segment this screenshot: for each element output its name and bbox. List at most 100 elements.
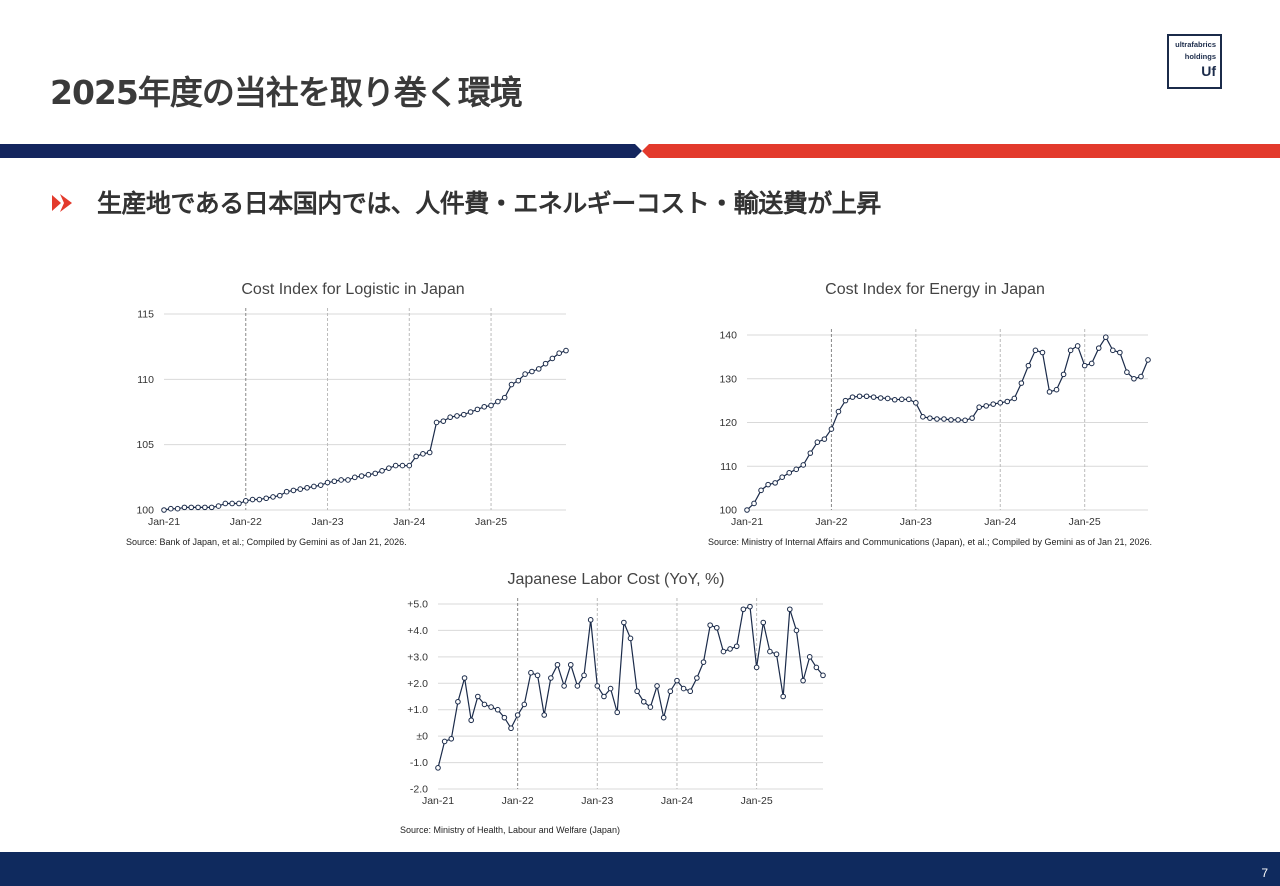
data-point — [202, 504, 208, 511]
data-point — [948, 417, 954, 423]
data-point — [1131, 375, 1137, 382]
data-point — [733, 643, 740, 650]
y-tick-label: 105 — [136, 439, 154, 451]
data-point — [440, 418, 447, 424]
bullet-arrow-icon — [52, 194, 72, 212]
data-point — [426, 449, 433, 456]
footer-bar: 7 — [0, 852, 1280, 886]
data-point — [1011, 395, 1018, 402]
chart-logistics-svg: Cost Index for Logistic in Japan 100 105 11… — [136, 281, 569, 528]
data-point — [751, 500, 757, 507]
data-point — [713, 624, 720, 631]
data-point — [587, 617, 594, 623]
page-number: 7 — [1261, 866, 1268, 880]
data-point — [468, 717, 474, 724]
data-point — [229, 500, 235, 507]
source-energy: Source: Ministry of Internal Affairs and… — [708, 537, 1153, 547]
data-point — [529, 368, 535, 375]
data-point — [891, 396, 898, 403]
data-point — [607, 685, 614, 692]
data-point — [435, 765, 441, 771]
data-point — [535, 366, 542, 372]
data-point — [168, 505, 174, 512]
data-point — [856, 393, 863, 400]
data-point — [501, 714, 508, 721]
data-point — [793, 466, 800, 473]
data-point — [1124, 369, 1130, 375]
data-point — [270, 494, 276, 500]
y-tick-label: +1.0 — [407, 704, 428, 716]
data-point — [1138, 373, 1144, 380]
chart-labor-svg: Japanese Labor Cost (YoY, %) -2.0 -1.0 ±0 +1… — [407, 571, 826, 807]
data-point — [627, 635, 634, 642]
logo-line-2: holdings — [1184, 52, 1216, 61]
data-point — [983, 403, 989, 409]
data-point — [345, 477, 351, 483]
data-point — [188, 504, 195, 511]
data-point — [488, 402, 494, 409]
data-point — [786, 470, 793, 476]
chart-title: Japanese Labor Cost (YoY, %) — [507, 571, 724, 588]
series-line — [163, 350, 567, 511]
data-point — [379, 468, 385, 474]
data-point — [528, 669, 534, 676]
data-point — [236, 500, 242, 507]
data-point — [962, 417, 968, 424]
data-point — [581, 672, 587, 679]
data-point — [474, 406, 481, 413]
data-point — [927, 415, 933, 421]
data-point — [720, 648, 727, 655]
data-point — [747, 603, 753, 610]
data-point — [283, 488, 290, 495]
page-title: 2025年度の当社を取り巻く環境 — [50, 73, 523, 112]
x-tick-label: Jan-24 — [393, 516, 425, 528]
data-point — [760, 619, 767, 626]
data-point — [263, 495, 270, 502]
source-logistics: Source: Bank of Japan, et al.; Compiled … — [126, 537, 407, 547]
data-point — [800, 677, 806, 684]
logo-line-1: ultrafabrics — [1175, 40, 1216, 49]
data-point — [787, 606, 793, 613]
data-point — [256, 496, 263, 503]
chart-labor: Japanese Labor Cost (YoY, %) -2.0 -1.0 ±0 +1… — [390, 566, 830, 811]
data-point — [694, 675, 700, 681]
data-point — [455, 698, 461, 705]
y-tick-label: +5.0 — [407, 599, 428, 611]
data-point — [1081, 362, 1088, 369]
x-tick-label: Jan-23 — [311, 516, 343, 528]
data-point — [601, 693, 607, 700]
data-point — [195, 504, 201, 511]
data-point — [1032, 347, 1039, 354]
data-point — [501, 394, 508, 401]
data-point — [758, 487, 764, 494]
x-tick-label: Jan-24 — [661, 795, 693, 807]
data-point — [1060, 371, 1067, 378]
data-point — [814, 439, 821, 445]
data-point — [773, 651, 780, 658]
series-line — [746, 336, 1149, 511]
data-point — [475, 693, 481, 700]
data-point — [634, 688, 640, 695]
data-point — [1067, 347, 1074, 354]
data-point — [767, 648, 773, 655]
data-point — [574, 683, 581, 689]
data-point — [828, 426, 835, 432]
data-point — [1145, 357, 1151, 363]
data-point — [174, 505, 181, 512]
chart-logistics: Cost Index for Logistic in Japan 100 105 11… — [120, 274, 590, 536]
x-tick-label: Jan-21 — [422, 795, 454, 807]
data-point — [481, 701, 488, 708]
data-point — [399, 462, 406, 469]
data-point — [913, 400, 919, 406]
company-logo: ultrafabrics holdings Uf — [1167, 34, 1222, 89]
data-point — [1039, 349, 1046, 356]
data-point — [508, 725, 514, 732]
chart-title: Cost Index for Logistic in Japan — [241, 281, 464, 298]
data-point — [365, 471, 372, 478]
data-point — [955, 417, 961, 423]
data-point — [534, 672, 541, 679]
data-point — [1053, 386, 1060, 393]
data-point — [554, 661, 561, 668]
data-point — [660, 714, 667, 721]
data-point — [311, 483, 317, 490]
